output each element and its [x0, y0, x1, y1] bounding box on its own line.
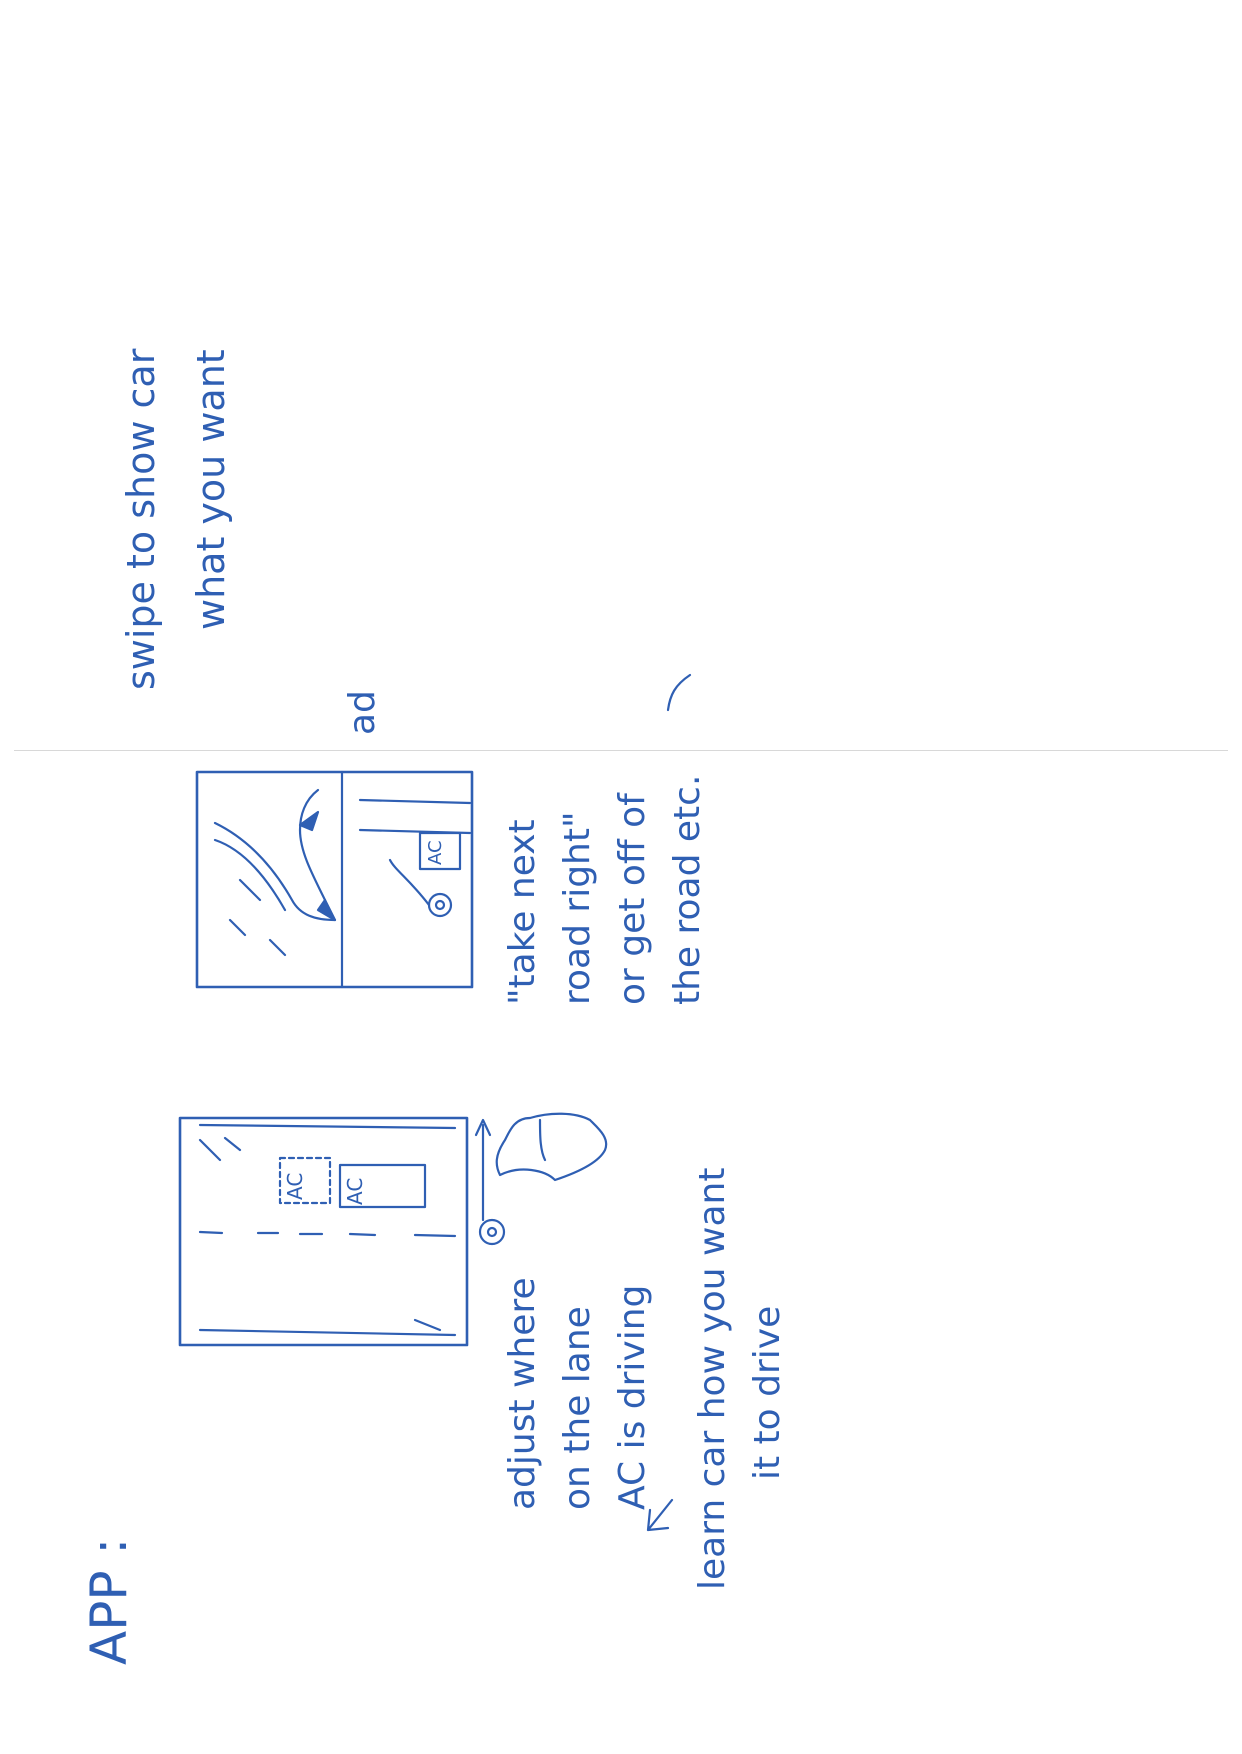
pointer-arrow	[646, 1498, 674, 1532]
quote-line-1: "take next	[502, 819, 543, 1005]
top-note-line-1: swipe to show car	[119, 348, 163, 690]
quote-line-2: road right"	[557, 811, 598, 1005]
quote-line-3: or get off of	[612, 793, 653, 1005]
top-note-line-2: what you want	[189, 349, 233, 630]
text-fragment: ad	[342, 690, 383, 735]
note-line-2: it to drive	[747, 1305, 788, 1480]
car-label-dashed: AC	[283, 1172, 307, 1200]
fold-line	[14, 750, 1228, 751]
car-label-right: AC	[425, 840, 446, 865]
page-heading: APP :	[80, 1537, 138, 1665]
caption-line-3: AC is driving	[612, 1284, 653, 1510]
car-label-solid: AC	[343, 1177, 367, 1205]
caption-line-1: adjust where	[502, 1277, 543, 1510]
note-line-1: learn car how you want	[692, 1167, 733, 1591]
phone-sketch-left	[178, 1112, 608, 1347]
quote-line-4: the road etc.	[667, 774, 708, 1005]
caption-line-2: on the lane	[557, 1306, 598, 1510]
phone-sketch-right	[195, 770, 474, 989]
